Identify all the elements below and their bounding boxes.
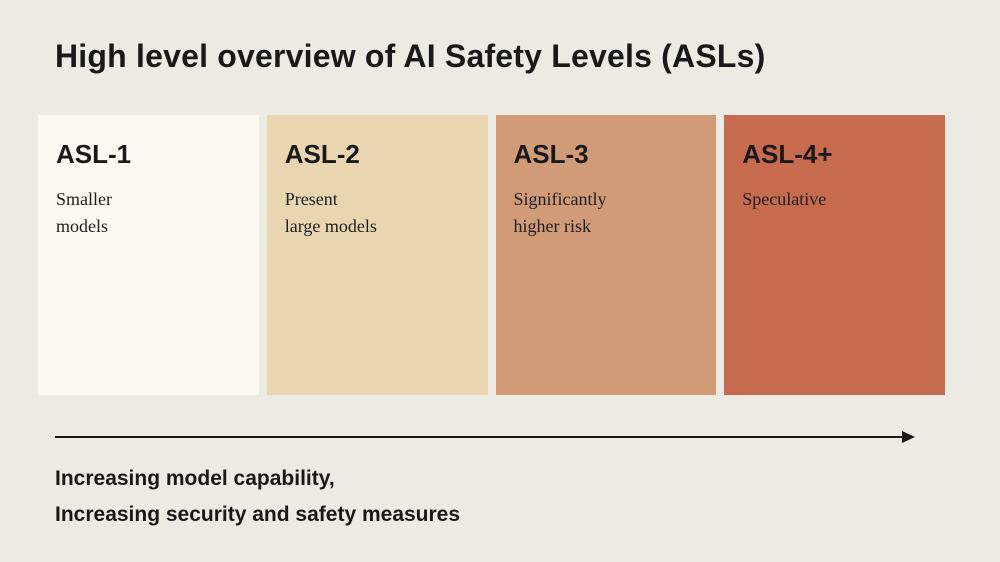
- asl-2-description: Present large models: [285, 186, 470, 240]
- asl-4-description-line-1: Speculative: [742, 189, 827, 209]
- asl-1-description-line-1: Smaller: [56, 189, 112, 209]
- asl-2-description-line-1: Present: [284, 189, 338, 209]
- asl-3-description-line-1: Significantly: [513, 189, 607, 209]
- asl-1-card: ASL-1 Smaller models: [38, 115, 259, 395]
- arrow-line: [55, 436, 902, 438]
- asl-3-card: ASL-3 Significantly higher risk: [495, 115, 717, 395]
- axis-caption-line-2: Increasing security and safety measures: [55, 503, 461, 526]
- axis-captions: Increasing model capability, Increasing …: [55, 461, 460, 533]
- asl-2-label: ASL-2: [284, 139, 360, 169]
- arrow-right-icon: [902, 431, 915, 443]
- asl-4-card: ASL-4+ Speculative: [724, 115, 945, 395]
- asl-cards-row: ASL-1 Smaller models ASL-2 Present large…: [38, 115, 945, 395]
- asl-3-description-line-2: higher risk: [513, 216, 591, 236]
- asl-1-description: Smaller models: [56, 186, 241, 240]
- asl-4-label: ASL-4+: [742, 139, 833, 169]
- asl-3-label: ASL-3: [513, 139, 589, 169]
- axis-caption-line-1: Increasing model capability,: [55, 467, 335, 490]
- asl-2-card: ASL-2 Present large models: [266, 115, 488, 395]
- asl-1-label: ASL-1: [56, 139, 132, 169]
- asl-1-description-line-2: models: [56, 216, 108, 236]
- capability-axis-arrow: [55, 430, 915, 444]
- asl-3-description: Significantly higher risk: [514, 186, 699, 240]
- page-title: High level overview of AI Safety Levels …: [55, 38, 766, 74]
- asl-4-description: Speculative: [742, 186, 927, 213]
- asl-2-description-line-2: large models: [284, 216, 377, 236]
